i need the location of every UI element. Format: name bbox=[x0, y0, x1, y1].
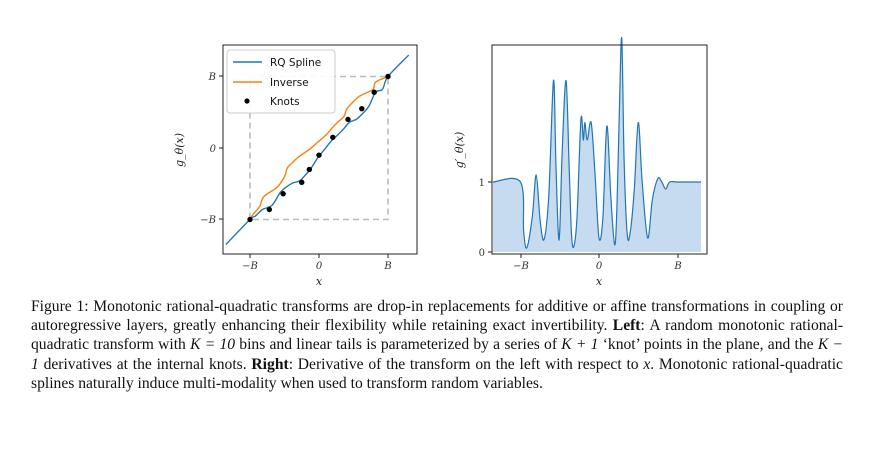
caption-right-label: Right bbox=[251, 355, 289, 373]
left-ytick-label: B bbox=[208, 72, 216, 83]
knot-point bbox=[299, 179, 305, 186]
caption-left-label: Left bbox=[612, 317, 641, 335]
right-xtick-label: 0 bbox=[596, 261, 603, 272]
legend: RQ Spline Inverse Knots bbox=[226, 49, 336, 114]
knot-point bbox=[247, 216, 253, 223]
knot-point bbox=[359, 105, 365, 112]
caption-math-k-minus-1: K − 1 bbox=[31, 336, 843, 373]
inverse-line bbox=[249, 75, 389, 220]
caption-text: ‘knot’ points in the plane, and the bbox=[602, 336, 814, 354]
left-panel: B 0 −B −B 0 B x g_θ(x) RQ Spline Inverse… bbox=[173, 44, 418, 288]
right-plot-area bbox=[492, 36, 702, 252]
left-ytick-label: 0 bbox=[210, 144, 217, 155]
caption-text: : Derivative of the transform on the lef… bbox=[288, 355, 639, 373]
caption-math-k-plus-1: K + 1 bbox=[561, 336, 599, 354]
knot-point bbox=[316, 152, 322, 158]
left-xlabel: x bbox=[316, 275, 323, 288]
right-ylabel: g′_θ(x) bbox=[453, 132, 466, 168]
right-xtick-label: −B bbox=[513, 261, 529, 272]
knot-point bbox=[385, 73, 391, 80]
left-axes-frame bbox=[222, 44, 418, 255]
figure-caption: Figure 1: Monotonic rational-quadratic t… bbox=[31, 297, 843, 393]
caption-math-k-bins: K = 10 bbox=[190, 336, 236, 354]
bounds-box bbox=[249, 75, 389, 221]
legend-swatch-knots bbox=[244, 98, 250, 104]
derivative-area bbox=[493, 37, 702, 252]
knot-point bbox=[345, 116, 351, 123]
right-ytick-label: 1 bbox=[479, 178, 485, 189]
caption-sentence-1: Figure 1: Monotonic rational-quadratic t… bbox=[31, 298, 843, 335]
right-xlabel: x bbox=[596, 275, 603, 288]
legend-box bbox=[226, 49, 336, 114]
right-panel: 1 0 −B 0 B x g′_θ(x) bbox=[453, 36, 708, 288]
caption-math-x: x bbox=[643, 355, 651, 373]
knot-point bbox=[306, 166, 313, 173]
knot-point bbox=[266, 206, 273, 213]
knot-point bbox=[371, 89, 377, 95]
caption-text: : A random monotonic rational-quadratic … bbox=[31, 317, 844, 354]
legend-label-spline: RQ Spline bbox=[270, 57, 321, 69]
knot-point bbox=[330, 134, 336, 140]
derivative-line bbox=[492, 36, 702, 249]
right-xtick-label: B bbox=[673, 261, 681, 272]
caption-text: . Monotonic rational-quadratic splines n… bbox=[31, 355, 843, 392]
left-xtick-label: −B bbox=[242, 261, 258, 272]
legend-label-knots: Knots bbox=[270, 96, 300, 108]
left-ytick-label: −B bbox=[200, 215, 216, 226]
caption-text: bins and linear tails is parameterized b… bbox=[239, 336, 558, 354]
knot-point bbox=[280, 191, 286, 197]
left-xtick-label: B bbox=[383, 261, 391, 272]
left-plot-area bbox=[225, 54, 410, 246]
left-xtick-label: 0 bbox=[316, 261, 323, 272]
left-ylabel: g_θ(x) bbox=[173, 133, 186, 167]
legend-label-inverse: Inverse bbox=[270, 77, 309, 89]
caption-text: derivatives at the internal knots. bbox=[43, 355, 247, 373]
right-ytick-label: 0 bbox=[479, 248, 485, 259]
figure: B 0 −B −B 0 B x g_θ(x) RQ Spline Inverse… bbox=[173, 36, 708, 288]
